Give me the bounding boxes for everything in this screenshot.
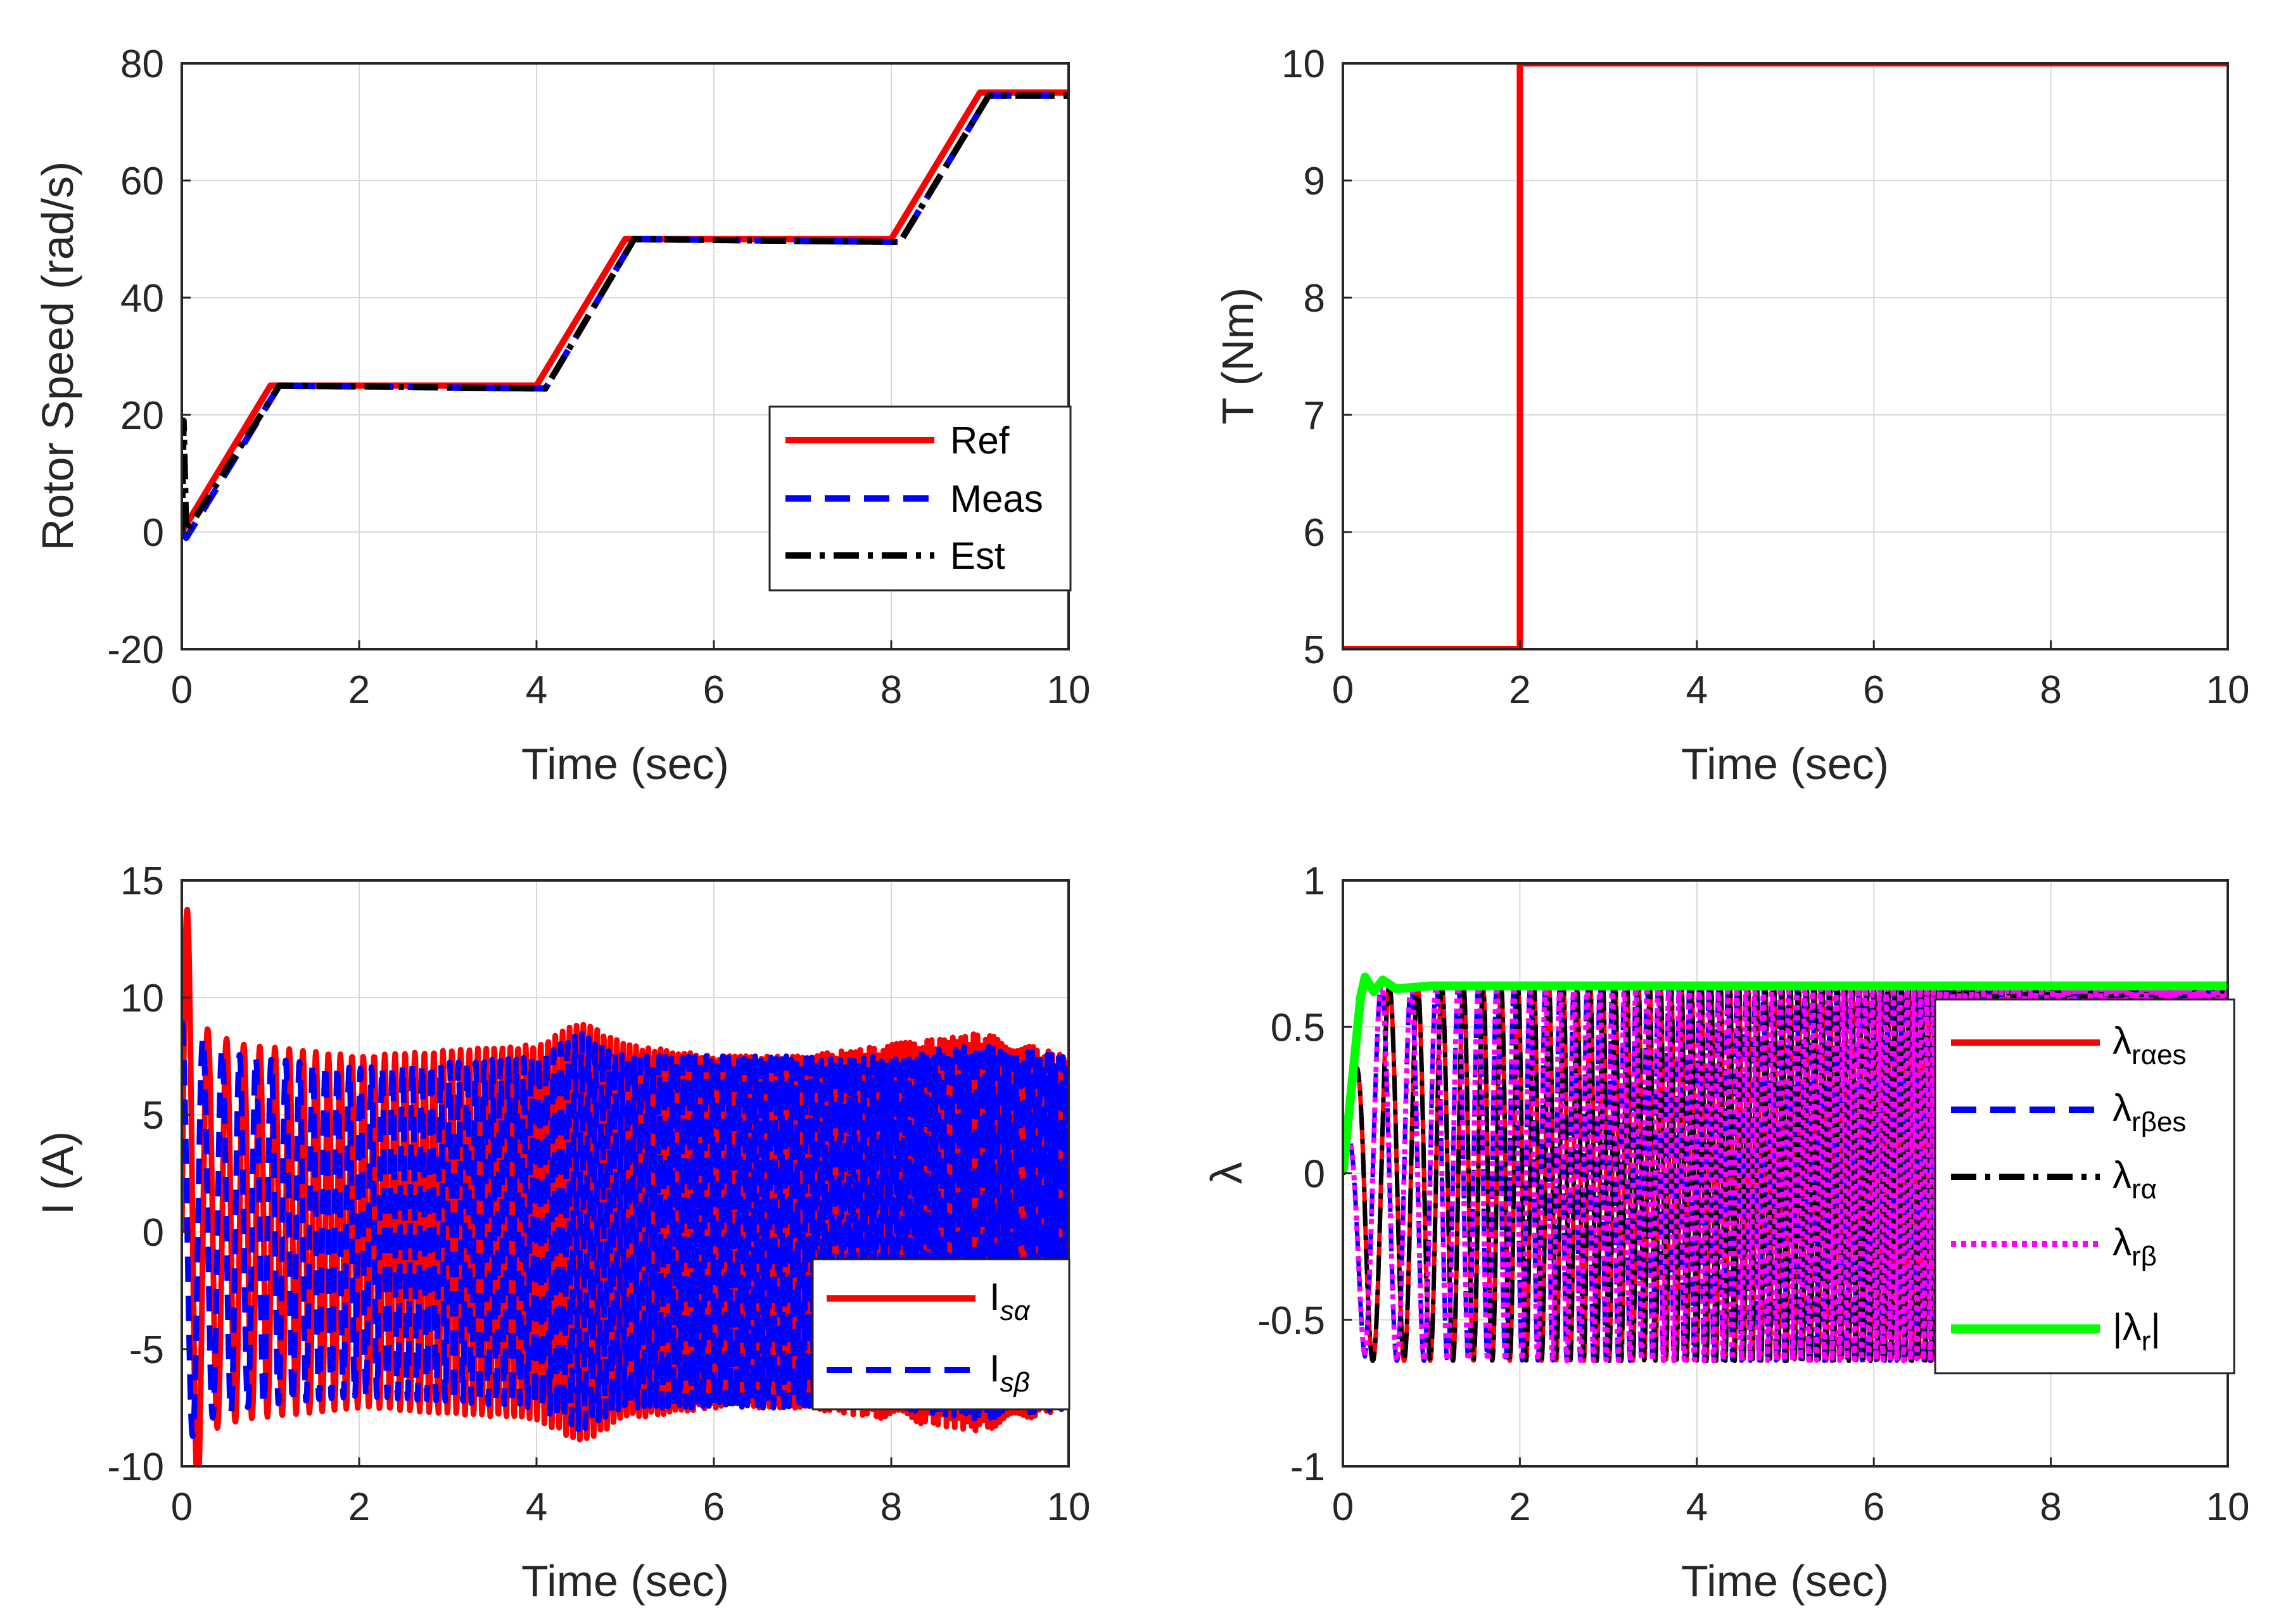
axes-box xyxy=(181,62,1070,650)
legend-label-lra: λrα xyxy=(2113,1154,2157,1205)
x-tick-label: 2 xyxy=(1509,668,1530,712)
y-tick-label: 0.5 xyxy=(1271,1006,1325,1050)
y-tick-label: -0.5 xyxy=(1257,1299,1325,1343)
x-tick-label: 8 xyxy=(2040,668,2061,712)
y-tick-label: 0 xyxy=(143,1211,164,1255)
x-tick-label: 4 xyxy=(1686,1485,1708,1529)
legend: λrαes λrβes λrα λrβ |λr| xyxy=(1934,998,2235,1374)
x-tick-label: 6 xyxy=(703,1485,725,1529)
x-tick-label: 4 xyxy=(526,1485,547,1529)
x-axis-label: Time (sec) xyxy=(521,739,729,789)
y-tick-label: 80 xyxy=(120,42,164,86)
y-tick-label: 0 xyxy=(1304,1153,1325,1196)
y-tick-label: 20 xyxy=(120,394,164,438)
y-axis-label: T (Nm) xyxy=(1213,288,1262,424)
series-line-t-0 xyxy=(1343,63,2228,649)
x-tick-label: 0 xyxy=(1332,1485,1354,1529)
series-group xyxy=(1343,63,2228,649)
x-tick-label: 4 xyxy=(526,668,547,712)
legend: Ref Meas Est xyxy=(768,405,1072,592)
x-tick-label: 4 xyxy=(1686,668,1708,712)
y-tick-label: -10 xyxy=(107,1445,164,1489)
y-tick-label: 10 xyxy=(1281,42,1325,86)
y-tick-label: 40 xyxy=(120,277,164,320)
series-group xyxy=(182,89,1069,542)
x-axis-label: Time (sec) xyxy=(1681,739,1889,789)
x-axis-label: Time (sec) xyxy=(521,1556,729,1606)
y-tick-label: 8 xyxy=(1304,277,1325,320)
legend-label-est: Est xyxy=(950,535,1005,577)
y-tick-label: 9 xyxy=(1304,160,1325,203)
x-tick-label: 2 xyxy=(348,1485,370,1529)
panel-current: 0 2 4 6 8 10 -10 -5 0 5 10 15 Time (sec) I (A) Isα … xyxy=(33,860,1090,1606)
x-axis-label: Time (sec) xyxy=(1681,1556,1889,1606)
legend: Isα Isβ xyxy=(811,1258,1071,1411)
legend-label-ref: Ref xyxy=(950,419,1010,462)
series-group xyxy=(182,906,1069,1466)
x-tick-label: 10 xyxy=(1047,668,1091,712)
x-tick-label: 8 xyxy=(880,668,902,712)
y-tick-label: 10 xyxy=(120,977,164,1020)
x-tick-label: 6 xyxy=(1863,668,1884,712)
y-tick-label: 0 xyxy=(143,511,164,555)
series-line-ref-0 xyxy=(182,89,1069,534)
legend-box xyxy=(1934,998,2235,1374)
tick-labels: 0 2 4 6 8 10 5 6 7 8 9 10 xyxy=(1281,42,2249,712)
legend-label-meas: Meas xyxy=(950,478,1043,520)
y-axis-label: I (A) xyxy=(33,1131,82,1215)
legend-label-lrb-es: λrβes xyxy=(2113,1087,2186,1138)
y-tick-label: 6 xyxy=(1304,511,1325,555)
panel-flux: 0 2 4 6 8 10 -1 -0.5 0 0.5 1 Time (sec) λ λrαes λr… xyxy=(1202,860,2249,1606)
legend-label-lrb: λrβ xyxy=(2113,1221,2157,1272)
axes-box xyxy=(1342,62,2229,650)
panel-torque: 0 2 4 6 8 10 5 6 7 8 9 10 Time (sec) T (Nm) xyxy=(1213,42,2249,789)
y-axis-label: Rotor Speed (rad/s) xyxy=(33,162,82,551)
y-tick-label: 1 xyxy=(1304,860,1325,903)
legend-label-isa: Isα xyxy=(989,1276,1031,1326)
grid xyxy=(1342,63,2228,650)
y-tick-label: -5 xyxy=(129,1328,164,1372)
y-tick-label: 5 xyxy=(143,1094,164,1138)
tick-labels: 0 2 4 6 8 10 -10 -5 0 5 10 15 xyxy=(107,860,1090,1529)
tick-labels: 0 2 4 6 8 10 -1 -0.5 0 0.5 1 xyxy=(1257,860,2249,1529)
series-line-current-1 xyxy=(182,1020,1069,1439)
legend-label-lr-mag: |λr| xyxy=(2113,1306,2161,1357)
x-tick-label: 10 xyxy=(2206,668,2250,712)
x-tick-label: 10 xyxy=(1047,1485,1091,1529)
x-tick-label: 0 xyxy=(1332,668,1354,712)
x-tick-label: 2 xyxy=(348,668,370,712)
x-tick-label: 8 xyxy=(2040,1485,2061,1529)
x-tick-label: 6 xyxy=(703,668,725,712)
legend-label-isb: Isβ xyxy=(989,1347,1030,1398)
series-line-est-2 xyxy=(182,92,1069,535)
legend-label-lra-es: λrαes xyxy=(2113,1020,2187,1070)
y-tick-label: 7 xyxy=(1304,394,1325,438)
series-line-meas-1 xyxy=(182,92,1069,542)
x-tick-label: 6 xyxy=(1863,1485,1884,1529)
y-axis-label: λ xyxy=(1202,1162,1251,1184)
x-tick-label: 10 xyxy=(2206,1485,2250,1529)
y-tick-label: 5 xyxy=(1304,628,1325,672)
y-tick-label: -1 xyxy=(1290,1445,1325,1489)
x-tick-label: 8 xyxy=(880,1485,902,1529)
x-tick-label: 2 xyxy=(1509,1485,1530,1529)
y-tick-label: 60 xyxy=(120,160,164,203)
axes-box xyxy=(181,879,1070,1468)
series-line-flux-magnitude xyxy=(1343,972,2228,1174)
y-tick-label: 15 xyxy=(120,860,164,903)
legend-box xyxy=(811,1258,1071,1411)
x-tick-label: 0 xyxy=(171,668,193,712)
y-tick-label: -20 xyxy=(107,628,164,672)
x-tick-label: 0 xyxy=(171,1485,193,1529)
